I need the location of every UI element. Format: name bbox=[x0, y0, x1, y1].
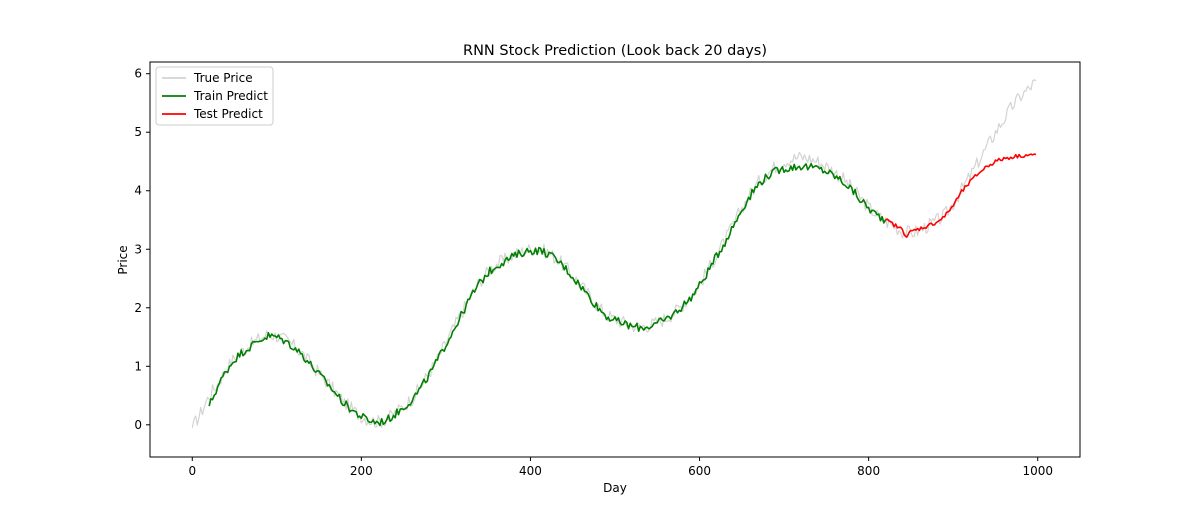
y-tick-label: 6 bbox=[134, 67, 142, 81]
x-axis: 0 200 400 600 800 1000 bbox=[188, 457, 1053, 478]
y-tick-label: 4 bbox=[134, 184, 142, 198]
y-tick-label: 5 bbox=[134, 125, 142, 139]
x-tick-label: 400 bbox=[519, 464, 542, 478]
y-axis-label: Price bbox=[116, 245, 130, 274]
legend: True Price Train Predict Test Predict bbox=[155, 66, 274, 126]
x-tick-label: 1000 bbox=[1022, 464, 1053, 478]
series-line-train-predict bbox=[208, 162, 887, 427]
y-tick-label: 2 bbox=[134, 301, 142, 315]
series-line-test-predict bbox=[885, 153, 1037, 238]
x-tick-label: 200 bbox=[350, 464, 373, 478]
x-tick-label: 0 bbox=[188, 464, 196, 478]
y-tick-label: 0 bbox=[134, 418, 142, 432]
plot-frame bbox=[149, 61, 1081, 458]
legend-label: True Price bbox=[193, 71, 253, 85]
legend-label: Train Predict bbox=[193, 89, 268, 103]
x-axis-label: Day bbox=[603, 481, 627, 495]
y-tick-label: 1 bbox=[134, 359, 142, 373]
x-tick-label: 600 bbox=[688, 464, 711, 478]
series-line-true-price bbox=[191, 79, 1037, 428]
chart-title: RNN Stock Prediction (Look back 20 days) bbox=[463, 43, 767, 59]
series-layer bbox=[191, 79, 1037, 428]
x-tick-label: 800 bbox=[857, 464, 880, 478]
legend-label: Test Predict bbox=[193, 107, 263, 121]
y-tick-label: 3 bbox=[134, 242, 142, 256]
legend-box bbox=[155, 66, 274, 126]
y-axis: 0 1 2 3 4 5 6 bbox=[134, 67, 150, 432]
